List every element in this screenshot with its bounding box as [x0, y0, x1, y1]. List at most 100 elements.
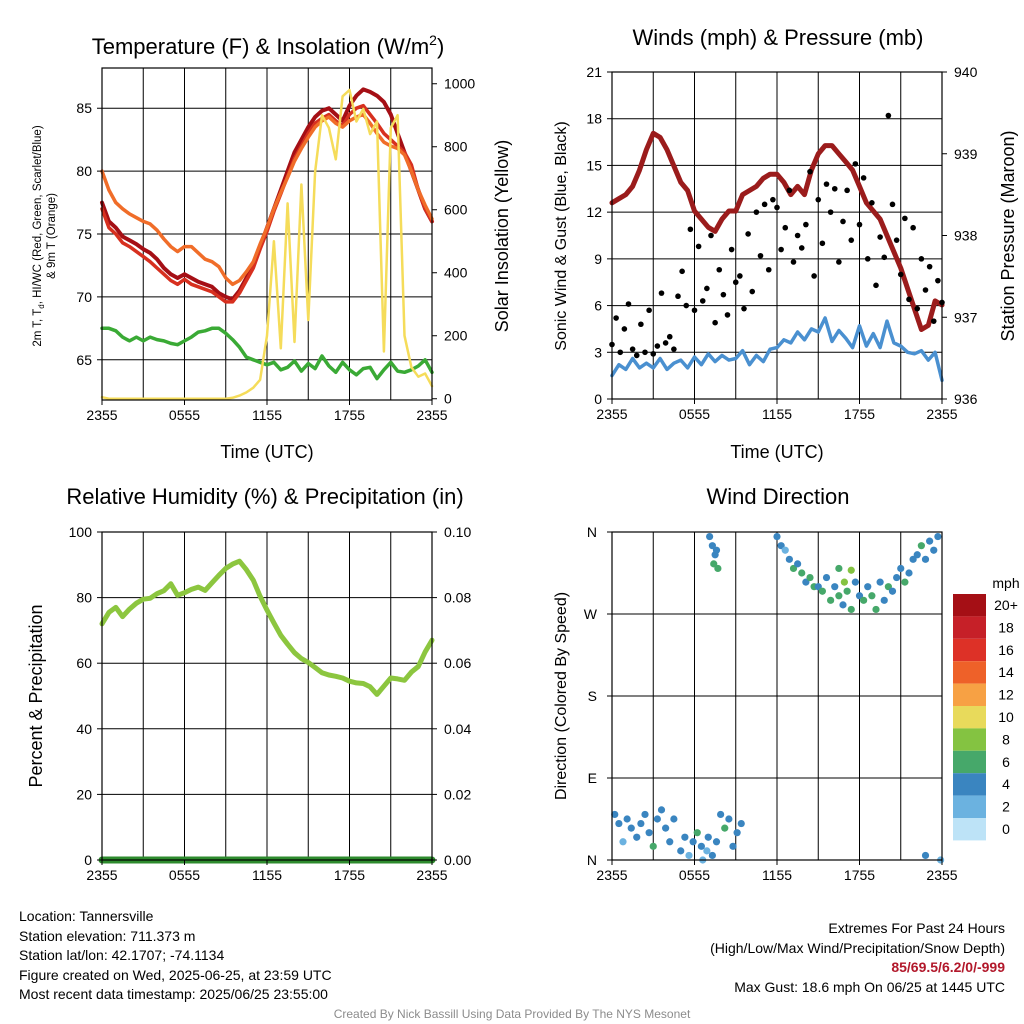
y2-tick-label: 940 — [954, 64, 978, 80]
direction-point — [835, 564, 843, 573]
direction-point — [666, 838, 674, 846]
gust-point — [807, 168, 813, 175]
direction-point — [706, 532, 714, 541]
direction-point — [901, 578, 909, 586]
direction-point — [725, 815, 733, 823]
y2-tick-label: 0.00 — [444, 852, 471, 868]
y2-tick-label: 0.10 — [444, 524, 471, 540]
y2-tick-label: 600 — [444, 202, 468, 218]
direction-point — [884, 583, 892, 591]
gust-point — [633, 352, 640, 359]
direction-ylabel: Direction (Colored By Speed) — [553, 592, 570, 800]
direction-panel: Wind Direction 2355 0555 1155 1755 2355NESWN… — [553, 484, 1020, 883]
direction-point — [818, 587, 826, 595]
station-location: Location: Tannersville — [19, 908, 154, 924]
gust-point — [757, 252, 764, 259]
gust-point — [860, 175, 867, 181]
pressure-line — [609, 130, 945, 332]
direction-point — [708, 851, 716, 860]
direction-point — [868, 592, 876, 600]
x-tick-label: 0555 — [169, 407, 200, 423]
gust-point — [728, 246, 735, 253]
colorbar-swatch — [953, 706, 986, 729]
direction-point — [670, 815, 678, 823]
direction-point — [794, 560, 802, 568]
gust-point — [836, 259, 842, 265]
gust-point — [819, 240, 826, 247]
gust-point — [885, 112, 892, 119]
direction-point — [855, 592, 864, 600]
extremes-info: Extremes For Past 24 Hours (High/Low/Max… — [710, 919, 1005, 997]
recent-timestamp: Most recent data timestamp: 2025/06/25 2… — [19, 986, 328, 1002]
temperature-title: Temperature (F) & Insolation (W/m2) — [92, 32, 445, 59]
station-elevation: Station elevation: 711.373 m — [19, 927, 196, 944]
y-tick-label: 0 — [84, 852, 92, 868]
direction-point — [872, 605, 880, 614]
direction-point — [697, 842, 705, 850]
y-tick-label: 100 — [69, 524, 93, 540]
y2-tick-label: 0 — [444, 391, 452, 407]
y-tick-label: 80 — [76, 163, 92, 179]
direction-point — [835, 592, 843, 600]
extremes-values: 85/69.5/6.2/0/-999 — [891, 959, 1005, 975]
colorbar-label: 6 — [1002, 754, 1010, 770]
direction-point — [681, 833, 689, 841]
direction-point — [917, 542, 925, 550]
gust-point — [753, 209, 760, 215]
gust-point — [765, 266, 772, 273]
direction-point — [893, 573, 901, 582]
y-tick-label: 40 — [76, 721, 92, 737]
x-tick-label: 0555 — [169, 867, 200, 883]
winds-series — [609, 112, 945, 383]
colorbar-label: 10 — [998, 709, 1014, 725]
x-tick-label: 2355 — [596, 406, 627, 422]
colorbar-label: 20+ — [994, 597, 1018, 613]
max-gust: Max Gust: 18.6 mph On 06/25 at 1445 UTC — [734, 978, 1005, 995]
direction-point — [721, 824, 729, 832]
colorbar-label: 0 — [1002, 821, 1010, 837]
y2-tick-label: 938 — [954, 228, 978, 244]
gust-point — [642, 349, 648, 356]
gust-point — [774, 204, 780, 211]
y-tick-label: 6 — [594, 298, 602, 314]
insolation-ylabel: Solar Insolation (Yellow) — [492, 140, 512, 332]
y-tick-label: 9 — [594, 251, 602, 267]
direction-point — [876, 578, 884, 586]
direction-point — [814, 583, 822, 591]
temperature-xlabel: Time (UTC) — [220, 442, 313, 462]
direction-point — [662, 824, 670, 832]
y2-tick-label: 936 — [954, 391, 978, 407]
direction-point — [847, 605, 855, 614]
direction-point — [921, 851, 930, 860]
gust-point — [823, 181, 830, 187]
gust-point — [935, 277, 941, 284]
y2-tick-label: 0.08 — [444, 590, 471, 606]
direction-point — [843, 587, 851, 595]
gust-point — [654, 343, 661, 349]
y-tick-label: 60 — [76, 655, 92, 671]
direction-point — [864, 583, 872, 591]
colorbar-label: 2 — [1002, 799, 1010, 815]
colorbar-swatch — [953, 661, 986, 684]
x-tick-label: 2355 — [596, 867, 627, 883]
gust-point — [786, 187, 793, 194]
direction-point — [714, 564, 722, 573]
humidity-title: Relative Humidity (%) & Precipitation (i… — [66, 484, 463, 509]
colorbar-label: 18 — [998, 619, 1014, 635]
direction-point — [703, 847, 711, 855]
y-tick-label: 3 — [594, 344, 602, 360]
y-tick-label: 85 — [76, 100, 92, 116]
station-latlon: Station lat/lon: 42.1707; -74.1134 — [19, 947, 225, 963]
gust-point — [671, 346, 677, 352]
direction-point — [897, 564, 905, 573]
colorbar-swatch — [953, 638, 986, 662]
gust-point — [695, 243, 702, 250]
direction-point — [926, 537, 934, 545]
gust-point — [761, 201, 768, 208]
direction-point — [677, 847, 685, 855]
direction-point — [645, 829, 653, 837]
direction-point — [777, 542, 785, 550]
y-tick-label: 0 — [594, 391, 602, 407]
temperature-line-3 — [100, 326, 434, 381]
